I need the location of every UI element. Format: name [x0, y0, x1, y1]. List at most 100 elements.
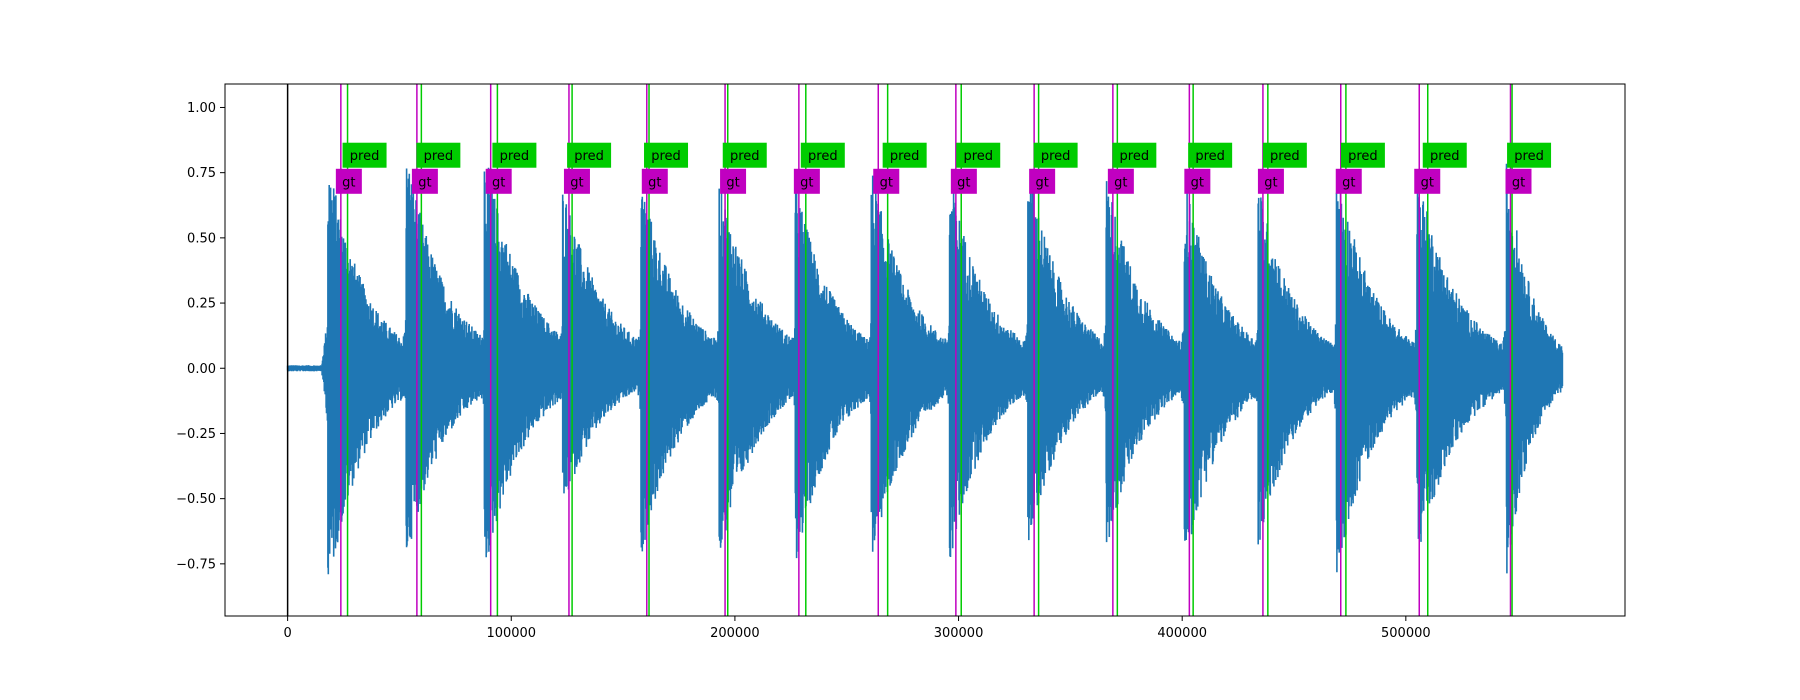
pred-label: pred	[1033, 142, 1078, 168]
pred-label-box	[567, 142, 612, 168]
pred-label: pred	[644, 142, 689, 168]
gt-label-box	[1414, 168, 1441, 194]
pred-label-box	[1112, 142, 1157, 168]
gt-label-box	[1107, 168, 1134, 194]
pred-label-box	[342, 142, 387, 168]
pred-label: pred	[722, 142, 767, 168]
gt-label-text: gt	[800, 175, 813, 190]
pred-label-text: pred	[651, 149, 681, 164]
gt-label-box	[641, 168, 668, 194]
pred-label-box	[1033, 142, 1078, 168]
gt-label-text: gt	[1421, 175, 1434, 190]
pred-label-box	[1188, 142, 1233, 168]
pred-label: pred	[882, 142, 927, 168]
gt-label-text: gt	[726, 175, 739, 190]
gt-label: gt	[1029, 168, 1056, 194]
pred-marker-labels: pred pred pred pred pred pred pred pred pred pred…	[342, 142, 1552, 168]
gt-label: gt	[1414, 168, 1441, 194]
gt-label: gt	[563, 168, 590, 194]
gt-label: gt	[411, 168, 438, 194]
gt-label-text: gt	[1512, 175, 1525, 190]
pred-label-text: pred	[730, 149, 760, 164]
pred-label-box	[1262, 142, 1307, 168]
pred-label-text: pred	[1041, 149, 1071, 164]
pred-label: pred	[1262, 142, 1307, 168]
gt-label-text: gt	[1264, 175, 1277, 190]
plot-area: pred pred pred pred pred pred pred pred pred pred…	[286, 84, 1564, 616]
pred-label-text: pred	[350, 149, 380, 164]
y-tick-label: −0.25	[176, 427, 216, 442]
pred-label-text: pred	[1430, 149, 1460, 164]
pred-label: pred	[1188, 142, 1233, 168]
pred-label-text: pred	[1195, 149, 1225, 164]
x-tick-label: 500000	[1381, 626, 1431, 641]
pred-label-box	[800, 142, 845, 168]
pred-label: pred	[1422, 142, 1467, 168]
gt-label-box	[1184, 168, 1211, 194]
y-tick-label: −0.75	[176, 557, 216, 572]
gt-label-text: gt	[1114, 175, 1127, 190]
gt-label: gt	[1335, 168, 1362, 194]
pred-label-text: pred	[574, 149, 604, 164]
y-tick-label: 0.50	[187, 231, 216, 246]
pred-label-box	[1422, 142, 1467, 168]
gt-label-text: gt	[957, 175, 970, 190]
pred-label-text: pred	[890, 149, 920, 164]
x-axis: 0 100000 200000 300000 400000 500000	[283, 616, 1431, 641]
pred-label: pred	[492, 142, 537, 168]
gt-label-text: gt	[1035, 175, 1048, 190]
pred-label-text: pred	[1120, 149, 1150, 164]
axes-frame	[224, 83, 1626, 617]
gt-label-box	[793, 168, 820, 194]
y-axis: −0.75 −0.50 −0.25 0.00 0.25 0.50 0.75 1.00	[176, 101, 225, 572]
pred-label-box	[492, 142, 537, 168]
pred-label-box	[416, 142, 461, 168]
gt-label-text: gt	[1342, 175, 1355, 190]
x-tick-label: 400000	[1157, 626, 1207, 641]
gt-label-text: gt	[492, 175, 505, 190]
x-tick-label: 200000	[710, 626, 760, 641]
gt-label: gt	[335, 168, 362, 194]
pred-label-text: pred	[1270, 149, 1300, 164]
gt-label-text: gt	[570, 175, 583, 190]
gt-label: gt	[793, 168, 820, 194]
pred-label-box	[1340, 142, 1385, 168]
pred-label: pred	[800, 142, 845, 168]
x-tick-label: 0	[283, 626, 291, 641]
pred-label: pred	[342, 142, 387, 168]
pred-label-text: pred	[1348, 149, 1378, 164]
pred-label: pred	[1340, 142, 1385, 168]
gt-label-box	[1505, 168, 1532, 194]
gt-label-box	[1257, 168, 1284, 194]
gt-label-text: gt	[648, 175, 661, 190]
y-tick-label: 0.25	[187, 297, 216, 312]
gt-label: gt	[950, 168, 977, 194]
pred-label-text: pred	[808, 149, 838, 164]
pred-label-text: pred	[424, 149, 454, 164]
gt-label: gt	[641, 168, 668, 194]
x-tick-label: 300000	[934, 626, 984, 641]
gt-label-box	[1029, 168, 1056, 194]
gt-label: gt	[1257, 168, 1284, 194]
pred-label-box	[956, 142, 1001, 168]
gt-label-box	[563, 168, 590, 194]
gt-label-text: gt	[1191, 175, 1204, 190]
gt-label-box	[873, 168, 900, 194]
y-tick-label: 0.00	[187, 362, 216, 377]
gt-label: gt	[720, 168, 747, 194]
gt-label: gt	[1107, 168, 1134, 194]
gt-label: gt	[485, 168, 512, 194]
pred-label: pred	[956, 142, 1001, 168]
pred-label-box	[882, 142, 927, 168]
pred-label-box	[1507, 142, 1552, 168]
y-tick-label: −0.50	[176, 492, 216, 507]
pred-label-text: pred	[1514, 149, 1544, 164]
gt-label-box	[1335, 168, 1362, 194]
pred-label: pred	[1507, 142, 1552, 168]
pred-label-text: pred	[500, 149, 530, 164]
gt-label-box	[720, 168, 747, 194]
gt-label-box	[950, 168, 977, 194]
gt-label: gt	[873, 168, 900, 194]
pred-label-box	[644, 142, 689, 168]
